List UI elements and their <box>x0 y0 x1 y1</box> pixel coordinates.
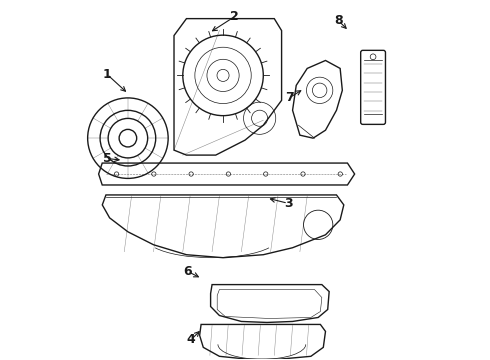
Text: 2: 2 <box>230 10 239 23</box>
Text: 3: 3 <box>284 197 293 210</box>
Text: 4: 4 <box>187 333 196 346</box>
Text: 6: 6 <box>183 265 192 278</box>
Text: 7: 7 <box>286 91 294 104</box>
Text: 1: 1 <box>102 68 111 81</box>
Text: 5: 5 <box>102 152 111 165</box>
Text: 8: 8 <box>334 14 343 27</box>
